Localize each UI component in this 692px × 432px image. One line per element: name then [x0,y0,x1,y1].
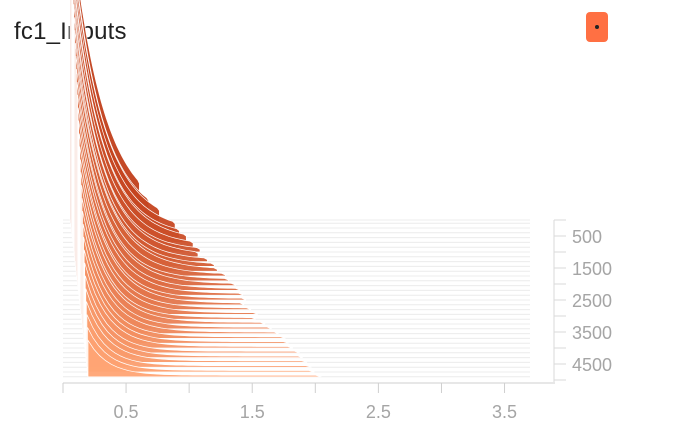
step-tick-label: 4500 [572,355,612,375]
series-ridge [76,68,226,277]
x-tick-label: 0.5 [114,402,139,422]
step-tick-label: 2500 [572,291,612,311]
x-tick-label: 2.5 [366,402,391,422]
series-ridge [87,339,322,378]
expand-toggle-button[interactable] [586,12,608,42]
step-tick-label: 1500 [572,259,612,279]
x-axis: 0.5 1.5 2.5 3.5 [62,382,555,422]
step-tick-label: 500 [572,227,602,247]
x-tick-label: 3.5 [492,402,517,422]
dot-icon [595,25,599,29]
step-axis: 500 1500 2500 3500 4500 [553,219,612,382]
step-tick-label: 3500 [572,323,612,343]
x-tick-label: 1.5 [240,402,265,422]
series-layer [63,0,530,378]
